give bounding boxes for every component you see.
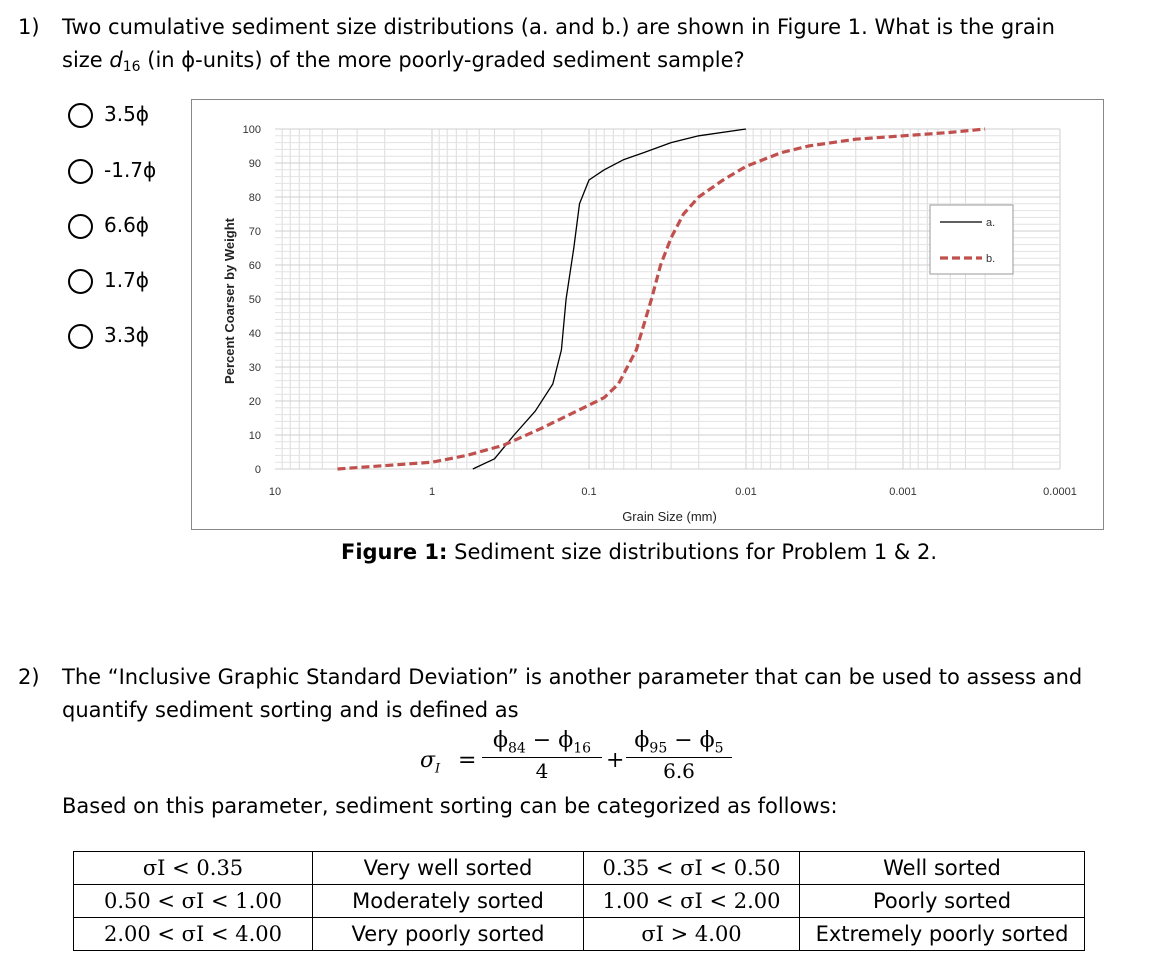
answer-option-label: 1.7ϕ: [104, 268, 149, 292]
phi-symbol: ϕ: [634, 728, 650, 753]
question-2-text: The “Inclusive Graphic Standard Deviatio…: [62, 661, 1082, 727]
answer-option-label: -1.7ϕ: [104, 158, 157, 182]
y-tick-label: 10: [249, 430, 261, 442]
y-tick-label: 30: [249, 362, 261, 374]
x-tick-label: 0.0001: [1043, 486, 1077, 498]
table-cell-category: Moderately sorted: [312, 884, 584, 918]
question-2: 2) The “Inclusive Graphic Standard Devia…: [18, 661, 1138, 727]
figure-caption-label: Figure 1:: [340, 540, 448, 564]
radio-button-icon[interactable]: [68, 103, 93, 128]
phi-symbol: ϕ: [558, 728, 574, 753]
table-cell-category: Well sorted: [799, 851, 1085, 885]
sorting-table: σI < 0.35 Very well sorted 0.35 < σI < 0…: [73, 851, 1085, 951]
table-cell-range: 0.50 < σI < 1.00: [73, 884, 313, 918]
y-tick-label: 50: [249, 294, 261, 306]
phi-symbol: ϕ: [492, 728, 508, 753]
table-cell-category: Extremely poorly sorted: [799, 917, 1085, 951]
table-cell-category: Poorly sorted: [799, 884, 1085, 918]
series-line-b: [337, 127, 986, 471]
y-tick-label: 80: [249, 192, 261, 204]
question-1-number: 1): [18, 15, 40, 39]
y-tick-label: 0: [255, 464, 261, 476]
x-tick-label: 1: [429, 486, 435, 498]
formula-fraction-2: ϕ95 − ϕ5 6.6: [626, 728, 732, 783]
table-cell-category: Very poorly sorted: [312, 917, 584, 951]
answer-option-label: 3.3ϕ: [104, 323, 149, 347]
x-axis-title: Grain Size (mm): [622, 509, 717, 524]
answer-option-label: 6.6ϕ: [104, 213, 149, 237]
fraction-1-denominator: 4: [535, 759, 549, 784]
question-1-text: Two cumulative sediment size distributio…: [62, 11, 1055, 80]
x-tick-label: 0.01: [735, 486, 756, 498]
table-cell-category: Very well sorted: [312, 851, 584, 885]
formula-lhs: σI: [420, 748, 440, 776]
question-1: 1) Two cumulative sediment size distribu…: [18, 11, 1138, 77]
phi-subscript: 95: [649, 740, 668, 757]
table-cell-range: σI > 4.00: [583, 917, 800, 951]
legend-label: b.: [986, 253, 995, 265]
legend-label: a.: [986, 217, 995, 229]
y-tick-label: 70: [249, 226, 261, 238]
phi-subscript: 84: [507, 740, 526, 757]
question-1-line1: Two cumulative sediment size distributio…: [62, 15, 1055, 39]
legend-box: [929, 204, 1014, 275]
fraction-bar: [482, 757, 602, 759]
fraction-2-numerator: ϕ95 − ϕ5: [626, 728, 732, 756]
phi-symbol: ϕ: [699, 728, 715, 753]
y-tick-label: 100: [243, 124, 261, 136]
sediment-chart: 0 10 20 30 40 50 60 70 80 90 100 10 1 0.1 0.01 0.001 0.0…: [222, 124, 1077, 524]
y-tick-label: 40: [249, 328, 261, 340]
question-2-line3: Based on this parameter, sediment sortin…: [62, 790, 838, 823]
sorting-intro-text: Based on this parameter, sediment sortin…: [62, 794, 838, 818]
radio-button-icon[interactable]: [68, 214, 93, 239]
formula-equals: =: [458, 748, 477, 773]
sigma-symbol: σ: [420, 748, 436, 773]
x-tick-label: 0.1: [581, 486, 596, 498]
figure-caption: Figure 1: Sediment size distributions fo…: [0, 540, 1158, 564]
fraction-2-denominator: 6.6: [663, 759, 695, 784]
answer-option-label: 3.5ϕ: [104, 102, 149, 126]
y-axis-title: Percent Coarser by Weight: [222, 217, 237, 384]
sigma-subscript: I: [435, 761, 441, 777]
chart-frame: 0 10 20 30 40 50 60 70 80 90 100 10 1 0.1 0.01 0.001 0.0…: [191, 99, 1104, 530]
q1-text-part: size: [62, 48, 110, 72]
y-tick-label: 20: [249, 396, 261, 408]
radio-button-icon[interactable]: [68, 324, 93, 349]
radio-button-icon[interactable]: [68, 269, 93, 294]
formula-fraction-1: ϕ84 − ϕ16 4: [482, 728, 602, 783]
y-tick-label: 90: [249, 158, 261, 170]
minus-sign: −: [532, 728, 552, 753]
table-cell-range: 2.00 < σI < 4.00: [73, 917, 313, 951]
question-2-line2: quantify sediment sorting and is defined…: [62, 698, 519, 722]
table-row: 0.50 < σI < 1.00 Moderately sorted 1.00 …: [73, 884, 1085, 918]
phi-subscript: 16: [573, 740, 592, 757]
d-variable: d: [109, 48, 123, 72]
q1-text-part: (in ϕ-units) of the more poorly-graded s…: [140, 48, 745, 72]
question-1-line2: size d16 (in ϕ-units) of the more poorly…: [62, 44, 1055, 80]
fraction-bar: [626, 757, 732, 759]
table-row: 2.00 < σI < 4.00 Very poorly sorted σI >…: [73, 917, 1085, 951]
minus-sign: −: [674, 728, 693, 753]
radio-button-icon[interactable]: [68, 159, 93, 184]
figure-caption-text: Sediment size distributions for Problem …: [447, 540, 938, 564]
sigma-formula: σI = ϕ84 − ϕ16 4 + ϕ95 − ϕ5 6.6: [420, 728, 760, 794]
formula-plus: +: [606, 748, 625, 773]
y-tick-label: 60: [249, 260, 261, 272]
x-tick-label: 0.001: [889, 486, 917, 498]
series-line-a: [472, 128, 747, 470]
question-2-line1: The “Inclusive Graphic Standard Deviatio…: [62, 665, 1083, 689]
table-cell-range: 1.00 < σI < 2.00: [583, 884, 800, 918]
table-cell-range: σI < 0.35: [73, 851, 313, 885]
question-2-number: 2): [18, 665, 40, 689]
table-cell-range: 0.35 < σI < 0.50: [583, 851, 800, 885]
phi-subscript: 5: [714, 740, 724, 757]
x-tick-label: 10: [269, 486, 281, 498]
table-row: σI < 0.35 Very well sorted 0.35 < σI < 0…: [73, 851, 1085, 885]
fraction-1-numerator: ϕ84 − ϕ16: [482, 728, 602, 756]
d-subscript: 16: [122, 59, 141, 75]
